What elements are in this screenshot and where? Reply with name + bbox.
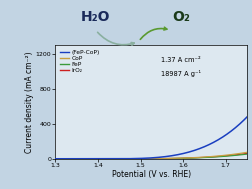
Text: O₂: O₂ xyxy=(173,10,190,24)
Text: 18987 A g⁻¹: 18987 A g⁻¹ xyxy=(161,70,201,77)
X-axis label: Potential (V vs. RHE): Potential (V vs. RHE) xyxy=(112,170,191,179)
Y-axis label: Current density (mA cm⁻²): Current density (mA cm⁻²) xyxy=(25,51,34,153)
Legend: (FeP-CoP), CoP, FeP, IrO₂: (FeP-CoP), CoP, FeP, IrO₂ xyxy=(58,48,101,75)
FancyArrowPatch shape xyxy=(98,32,134,45)
Text: 1.37 A cm⁻²: 1.37 A cm⁻² xyxy=(161,57,201,63)
FancyArrowPatch shape xyxy=(140,27,167,39)
Text: H₂O: H₂O xyxy=(81,10,111,24)
